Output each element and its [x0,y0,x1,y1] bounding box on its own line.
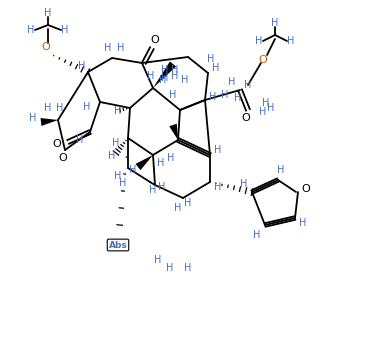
Text: H: H [114,171,122,181]
Text: H: H [212,63,220,73]
Text: H: H [184,198,192,208]
Text: H: H [83,102,91,112]
Text: H: H [154,255,162,265]
Text: H: H [104,43,112,53]
Text: O: O [52,139,61,149]
Text: O: O [302,184,310,194]
Text: H: H [267,103,275,113]
Text: O: O [59,153,68,163]
Text: H: H [112,138,120,148]
Text: H: H [78,61,86,71]
Text: Abs: Abs [109,241,127,250]
Text: H: H [262,98,270,108]
Text: H: H [158,182,166,192]
Text: H: H [259,107,267,117]
Text: H: H [149,185,157,195]
Text: H: H [114,106,122,116]
Text: H: H [181,75,189,85]
Text: H: H [271,18,279,28]
Text: H: H [299,218,307,228]
Text: H: H [255,36,263,46]
Text: O: O [150,35,159,45]
Text: H: H [166,263,174,273]
Text: O: O [41,42,50,52]
Text: H: H [119,178,127,188]
Text: H: H [240,179,248,189]
Text: H: H [108,151,116,161]
Text: H: H [221,90,229,100]
Text: H: H [61,25,69,35]
Text: H: H [147,71,155,81]
Text: H: H [277,165,285,175]
Text: H: H [167,153,175,163]
Text: H: H [161,73,169,83]
Polygon shape [135,155,153,170]
Text: H: H [169,90,177,100]
Text: H: H [27,25,35,35]
Text: H: H [171,71,179,81]
Text: H: H [214,182,222,192]
Polygon shape [169,124,178,140]
Text: H: H [76,135,84,145]
Text: O: O [241,113,250,123]
Text: H: H [287,36,295,46]
Text: H: H [207,54,215,64]
Polygon shape [153,61,176,88]
Text: H: H [228,77,236,87]
Text: H: H [174,203,182,213]
Text: H: H [184,263,192,273]
Text: H: H [159,75,167,85]
Text: H: H [129,165,137,175]
Text: H: H [171,65,179,75]
Text: H: H [253,230,261,240]
Text: H: H [214,145,222,155]
Text: H: H [157,158,165,168]
Text: H: H [29,113,36,123]
Text: H: H [209,92,217,102]
Text: H: H [234,93,242,103]
Text: H: H [44,8,52,18]
Polygon shape [40,118,58,126]
Text: H: H [161,65,169,75]
Text: H: H [117,43,125,53]
Text: H: H [56,103,64,113]
Text: H: H [244,80,252,90]
Text: H: H [44,103,52,113]
Text: O: O [259,55,268,65]
